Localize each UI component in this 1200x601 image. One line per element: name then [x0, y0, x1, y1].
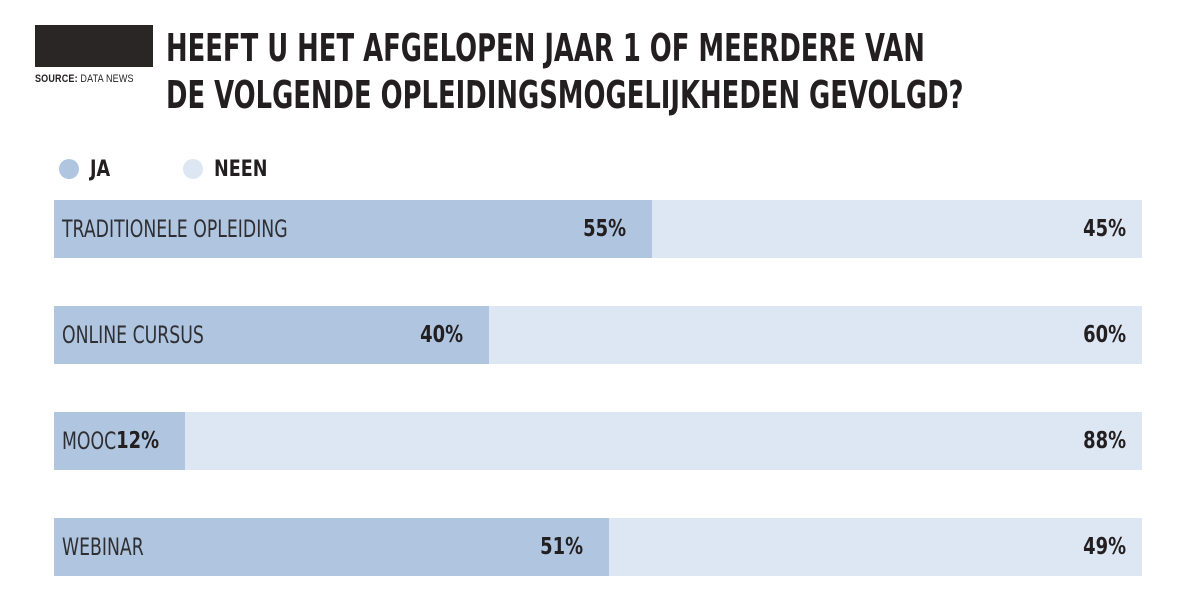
- source-name: DATA NEWS: [80, 73, 134, 85]
- bar-ja: [54, 412, 185, 470]
- bar-row: WEBINAR 51% 49%: [54, 518, 1142, 576]
- bar-row: TRADITIONELE OPLEIDING 55% 45%: [54, 200, 1142, 258]
- legend-item-ja: JA: [59, 157, 115, 182]
- chart-title-line-1: HEEFT U HET AFGELOPEN JAAR 1 OF MEERDERE…: [166, 26, 925, 70]
- category-label: ONLINE CURSUS: [62, 321, 204, 349]
- publisher-logo-block: [35, 25, 153, 67]
- value-label-neen: 49%: [1083, 534, 1126, 560]
- chart-title: HEEFT U HET AFGELOPEN JAAR 1 OF MEERDERE…: [166, 25, 964, 119]
- value-label-neen: 88%: [1083, 428, 1126, 454]
- value-label-ja: 12%: [116, 428, 159, 454]
- legend-swatch-neen: [183, 159, 204, 179]
- source-line: SOURCE: DATA NEWS: [35, 73, 134, 85]
- category-label: MOOC: [62, 427, 117, 455]
- category-label: TRADITIONELE OPLEIDING: [62, 215, 288, 243]
- stacked-bar-chart: TRADITIONELE OPLEIDING 55% 45% ONLINE CURSU…: [54, 0, 1142, 601]
- value-label-neen: 60%: [1083, 322, 1126, 348]
- source-label: SOURCE:: [35, 73, 78, 85]
- legend-label-ja: JA: [90, 156, 111, 182]
- bar-row: ONLINE CURSUS 40% 60%: [54, 306, 1142, 364]
- legend-label-neen: NEEN: [214, 156, 268, 182]
- bar-row: MOOC 12% 88%: [54, 412, 1142, 470]
- bar-ja: [54, 306, 489, 364]
- value-label-neen: 45%: [1083, 216, 1126, 242]
- value-label-ja: 55%: [583, 216, 626, 242]
- chart-title-line-2: DE VOLGENDE OPLEIDINGSMOGELIJKHEDEN GEVO…: [166, 73, 964, 117]
- legend-swatch-ja: [59, 159, 79, 179]
- bar-ja: [54, 518, 609, 576]
- bar-neen: [652, 200, 1142, 258]
- value-label-ja: 51%: [540, 534, 583, 560]
- legend: JA NEEN: [59, 154, 349, 184]
- bar-neen: [609, 518, 1142, 576]
- category-label: WEBINAR: [62, 533, 144, 561]
- bar-ja: [54, 200, 652, 258]
- bar-neen: [489, 306, 1142, 364]
- bar-neen: [185, 412, 1142, 470]
- value-label-ja: 40%: [420, 322, 463, 348]
- legend-item-neen: NEEN: [183, 157, 281, 182]
